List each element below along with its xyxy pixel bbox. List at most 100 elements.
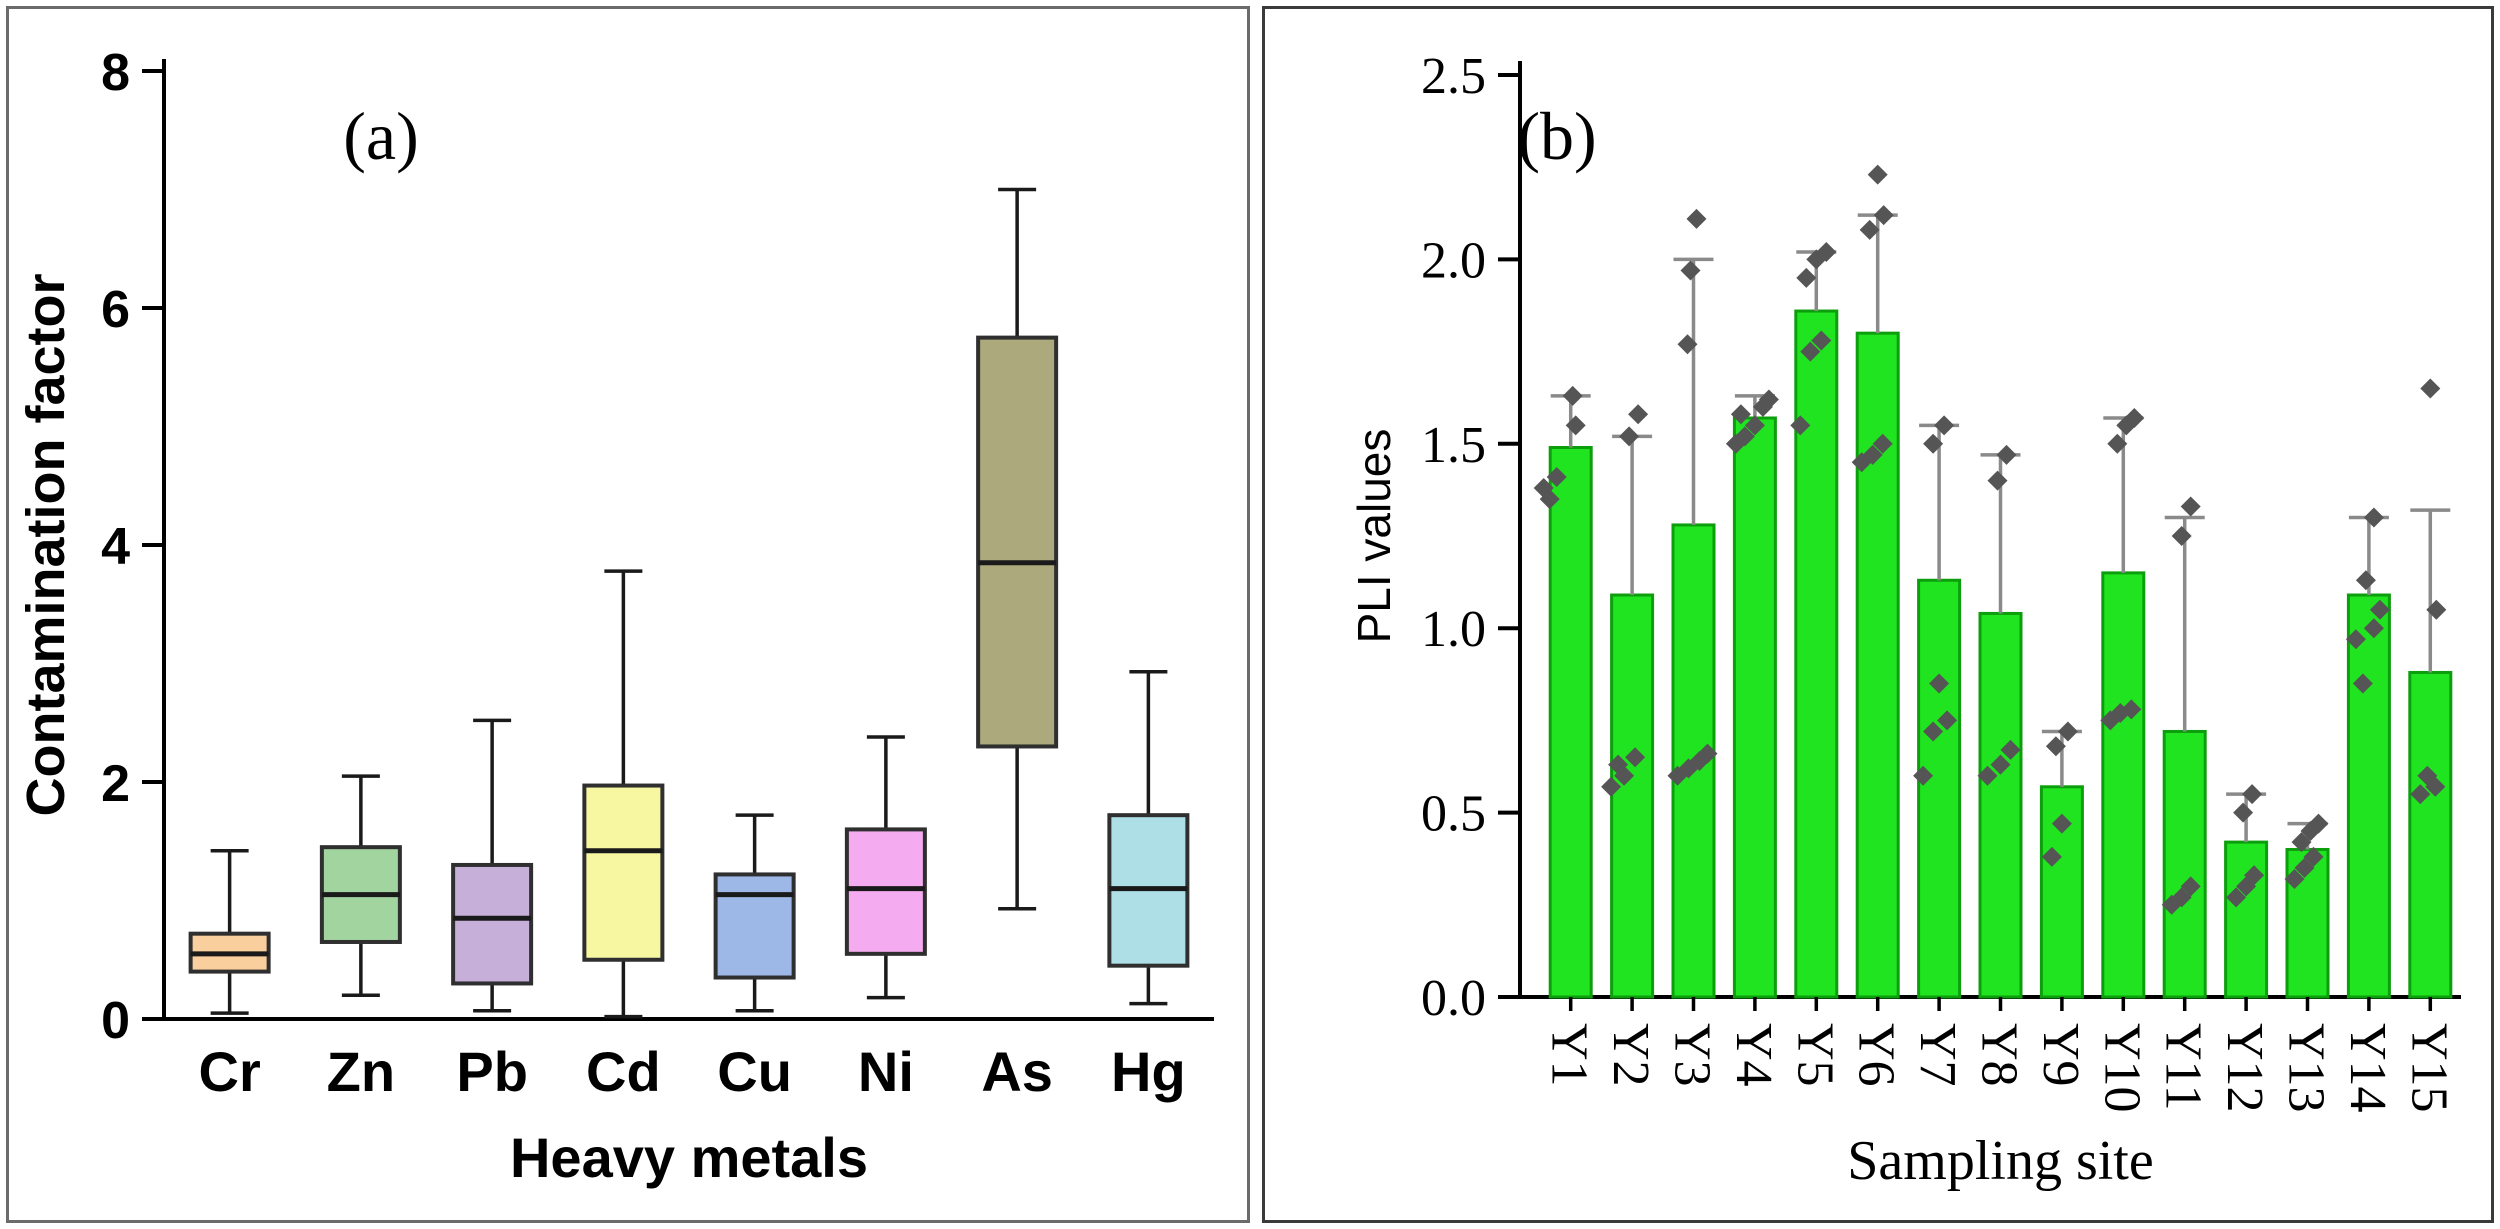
bar-group-Y8 <box>1977 444 2023 999</box>
bar-group-Y3 <box>1667 208 1718 999</box>
y-tick-label: 8 <box>101 44 130 102</box>
x-category-label: As <box>981 1040 1053 1103</box>
y-tick-label: 0.0 <box>1421 970 1486 1027</box>
x-category-label: Y10 <box>2093 1023 2150 1113</box>
data-point <box>2171 526 2192 546</box>
data-point <box>2124 407 2145 428</box>
bar-group-Y7 <box>1913 415 1962 999</box>
panel-label-b: (b) <box>1517 98 1596 174</box>
data-point <box>1873 205 1894 226</box>
bar-group-Y4 <box>1725 389 1779 999</box>
data-point <box>2369 599 2390 620</box>
x-category-label: Y6 <box>1848 1023 1905 1087</box>
x-category-label: Y1 <box>1541 1023 1598 1087</box>
box-Cd <box>582 783 665 962</box>
data-point <box>2426 599 2447 620</box>
y-tick-label: 1.0 <box>1421 601 1486 658</box>
data-point <box>1806 249 1827 270</box>
data-point <box>2121 699 2142 720</box>
data-point <box>2417 765 2438 786</box>
box-group-Cu <box>713 813 796 1013</box>
x-category-label: Pb <box>456 1040 528 1103</box>
x-category-label: Y7 <box>1909 1023 1966 1087</box>
y-tick-label: 4 <box>101 518 130 576</box>
x-category-label: Y13 <box>2278 1023 2335 1113</box>
bar-group-Y5 <box>1790 242 1839 999</box>
data-point <box>2236 876 2257 897</box>
data-point <box>1913 765 1934 786</box>
box-group-Pb <box>451 718 534 1013</box>
data-point <box>2242 784 2263 805</box>
data-point <box>1730 404 1751 425</box>
data-point <box>1811 330 1832 351</box>
x-category-label: Cd <box>586 1040 661 1103</box>
data-point <box>1628 404 1649 425</box>
x-category-label: Y14 <box>2339 1023 2396 1113</box>
data-point <box>1725 433 1746 454</box>
data-point <box>2294 857 2315 878</box>
data-point <box>1601 776 1622 797</box>
data-point <box>2420 378 2441 399</box>
data-point <box>1996 444 2017 465</box>
data-point <box>2363 618 2384 639</box>
data-point <box>2110 703 2131 724</box>
bar-Y1 <box>1548 445 1593 999</box>
data-point <box>1796 267 1817 288</box>
bar-Y2 <box>1610 593 1655 999</box>
box-group-Ni <box>844 735 927 1000</box>
data-point <box>2308 813 2329 834</box>
y-axis-title: Contamination factor <box>16 273 76 816</box>
data-point <box>2180 876 2201 897</box>
box-group-Hg <box>1107 670 1190 1006</box>
data-point <box>2107 433 2128 454</box>
bar-Y14 <box>2346 593 2391 999</box>
x-category-label: Hg <box>1111 1040 1186 1103</box>
data-point <box>2303 846 2324 867</box>
data-point <box>2041 846 2062 867</box>
x-axis-title: Heavy metals <box>510 1126 868 1189</box>
x-category-label: Cu <box>717 1040 792 1103</box>
bar-group-Y9 <box>2039 721 2084 999</box>
data-point <box>1990 754 2011 775</box>
data-point <box>1929 673 1950 694</box>
data-point <box>2100 710 2121 731</box>
data-point <box>2352 673 2373 694</box>
data-point <box>2051 813 2072 834</box>
bar-group-Y11 <box>2161 496 2207 999</box>
bar-Y5 <box>1794 309 1839 999</box>
data-point <box>1625 747 1646 768</box>
data-point <box>2410 784 2431 805</box>
y-tick-label: 0.5 <box>1421 786 1486 843</box>
bar-Y12 <box>2224 840 2269 999</box>
y-tick-label: 2 <box>101 755 130 813</box>
contamination-factor-boxplot: 0 2 4 6 8 Cr Zn Pb Cd Cu Ni As Hg Heavy metals Contami… <box>16 44 1214 1189</box>
y-tick-label: 2.0 <box>1421 232 1486 289</box>
data-point <box>1934 415 1955 436</box>
bar-group-Y12 <box>2224 784 2269 999</box>
bar-Y15 <box>2408 670 2453 999</box>
x-category-label: Zn <box>327 1040 395 1103</box>
y-tick-label: 1.5 <box>1421 417 1486 474</box>
y-tick-label: 0 <box>101 992 130 1050</box>
data-point <box>1608 754 1629 775</box>
data-point <box>1562 385 1583 406</box>
data-point <box>1790 415 1811 436</box>
data-point <box>1697 743 1718 764</box>
data-point <box>1677 334 1698 355</box>
x-category-label: Y8 <box>1971 1023 2028 1087</box>
data-point <box>2226 887 2247 908</box>
bar-group-Y1 <box>1533 385 1593 999</box>
box-group-Cd <box>582 569 665 1019</box>
bar-group-Y10 <box>2100 407 2146 999</box>
box-As <box>976 335 1059 749</box>
data-point <box>1565 415 1586 436</box>
x-category-label: Y5 <box>1786 1023 1843 1087</box>
panel-a-boxplot: 0 2 4 6 8 Cr Zn Pb Cd Cu Ni As Hg Heavy metals Contami… <box>6 6 1250 1223</box>
data-point <box>2000 739 2021 760</box>
data-point <box>2345 629 2366 650</box>
data-point <box>1816 242 1837 263</box>
panel-label-a: (a) <box>343 98 418 174</box>
data-point <box>1923 721 1944 742</box>
x-category-label: Y9 <box>2032 1023 2089 1087</box>
